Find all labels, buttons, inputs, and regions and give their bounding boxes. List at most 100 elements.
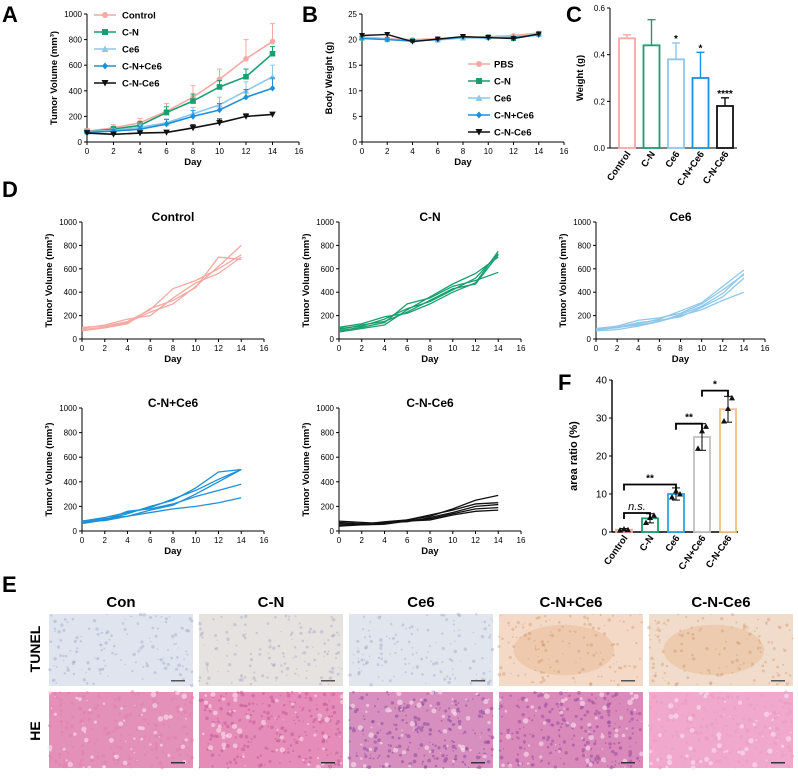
tissue-speck [362, 663, 365, 666]
tissue-speck [631, 726, 634, 730]
tissue-speck [737, 667, 741, 671]
tissue-speck [50, 707, 53, 709]
tunel-image [647, 613, 794, 687]
tissue-speck [96, 704, 100, 707]
tissue-speck [517, 674, 520, 677]
tissue-speck [163, 666, 168, 670]
tissue-speck [405, 733, 408, 736]
tissue-speck [202, 732, 205, 736]
tissue-speck [82, 766, 85, 769]
tissue-speck [657, 718, 661, 721]
tissue-speck [501, 637, 504, 641]
y-tick-label: 0 [601, 528, 607, 539]
tissue-speck [317, 713, 323, 719]
tissue-speck [226, 743, 230, 748]
tissue-speck [156, 648, 159, 650]
tissue-speck [374, 705, 377, 708]
tissue-speck [59, 703, 62, 707]
tissue-speck [423, 765, 427, 769]
tissue-speck [751, 662, 755, 666]
tissue-speck [251, 693, 255, 698]
tissue-speck [776, 739, 779, 741]
tissue-speck [237, 747, 239, 750]
tissue-speck [270, 715, 273, 718]
tissue-speck [394, 652, 397, 655]
tissue-speck [369, 655, 371, 658]
tissue-speck [95, 749, 97, 751]
tissue-speck [581, 750, 584, 753]
tissue-speck [198, 676, 202, 680]
tissue-speck [369, 754, 372, 756]
tissue-speck [227, 670, 230, 673]
tissue-speck [458, 629, 460, 632]
x-tick-label: 2 [111, 147, 116, 156]
tissue-speck [323, 734, 328, 740]
tissue-speck [523, 622, 526, 624]
tissue-speck [680, 633, 684, 638]
tissue-speck [182, 677, 185, 681]
tissue-speck [369, 639, 373, 644]
tissue-speck [581, 667, 585, 672]
tissue-speck [517, 706, 520, 709]
tissue-speck [353, 709, 358, 714]
y-tick-label: 400 [64, 288, 78, 297]
tissue-speck [662, 722, 665, 724]
tissue-speck [365, 767, 368, 769]
tissue-speck [181, 665, 184, 668]
tissue-speck [429, 729, 432, 732]
tissue-speck [236, 728, 243, 734]
category-label: Control [605, 149, 633, 183]
tissue-speck [712, 726, 715, 730]
tissue-speck [607, 720, 612, 725]
tissue-speck [387, 749, 392, 753]
tissue-speck [500, 614, 502, 617]
tissue-speck [207, 671, 209, 673]
tissue-speck [737, 642, 741, 645]
tissue-speck [590, 700, 594, 704]
tissue-speck [615, 709, 618, 712]
tissue-speck [527, 637, 531, 641]
tissue-speck [748, 632, 752, 636]
x-tick-label: 2 [385, 147, 390, 156]
tissue-speck [164, 620, 168, 624]
tissue-speck [607, 731, 612, 735]
tissue-speck [510, 672, 512, 675]
tissue-speck [204, 704, 209, 709]
tissue-speck [763, 711, 770, 718]
tissue-speck [394, 723, 398, 727]
tissue-speck [312, 726, 315, 729]
tissue-speck [639, 613, 641, 616]
tissue-speck [277, 644, 281, 648]
tissue-speck [597, 711, 601, 715]
tissue-speck [614, 670, 617, 673]
tissue-speck [239, 703, 243, 707]
tissue-speck [81, 668, 83, 670]
tissue-speck [531, 755, 534, 758]
tissue-speck [559, 743, 561, 746]
tissue-speck [217, 717, 219, 719]
x-tick-label: 10 [448, 536, 457, 545]
tissue-speck [539, 680, 543, 684]
tissue-speck [594, 758, 597, 762]
tissue-speck [557, 728, 561, 732]
tissue-speck [247, 740, 250, 743]
tissue-speck [595, 697, 598, 700]
y-tick-label: 600 [321, 453, 335, 462]
tissue-speck [744, 747, 749, 752]
tissue-speck [217, 718, 219, 720]
category-label: Control [602, 533, 630, 567]
tissue-speck [367, 765, 372, 769]
tissue-speck [781, 744, 785, 748]
tissue-speck [451, 698, 454, 701]
tissue-speck [586, 643, 589, 647]
tissue-speck [306, 722, 309, 726]
tissue-speck [538, 741, 544, 747]
tissue-speck [62, 659, 65, 662]
tissue-speck [498, 635, 501, 638]
tissue-speck [765, 621, 768, 625]
he-image [47, 690, 195, 770]
tissue-speck [110, 634, 113, 637]
tissue-speck [82, 678, 86, 682]
tissue-speck [381, 664, 383, 667]
